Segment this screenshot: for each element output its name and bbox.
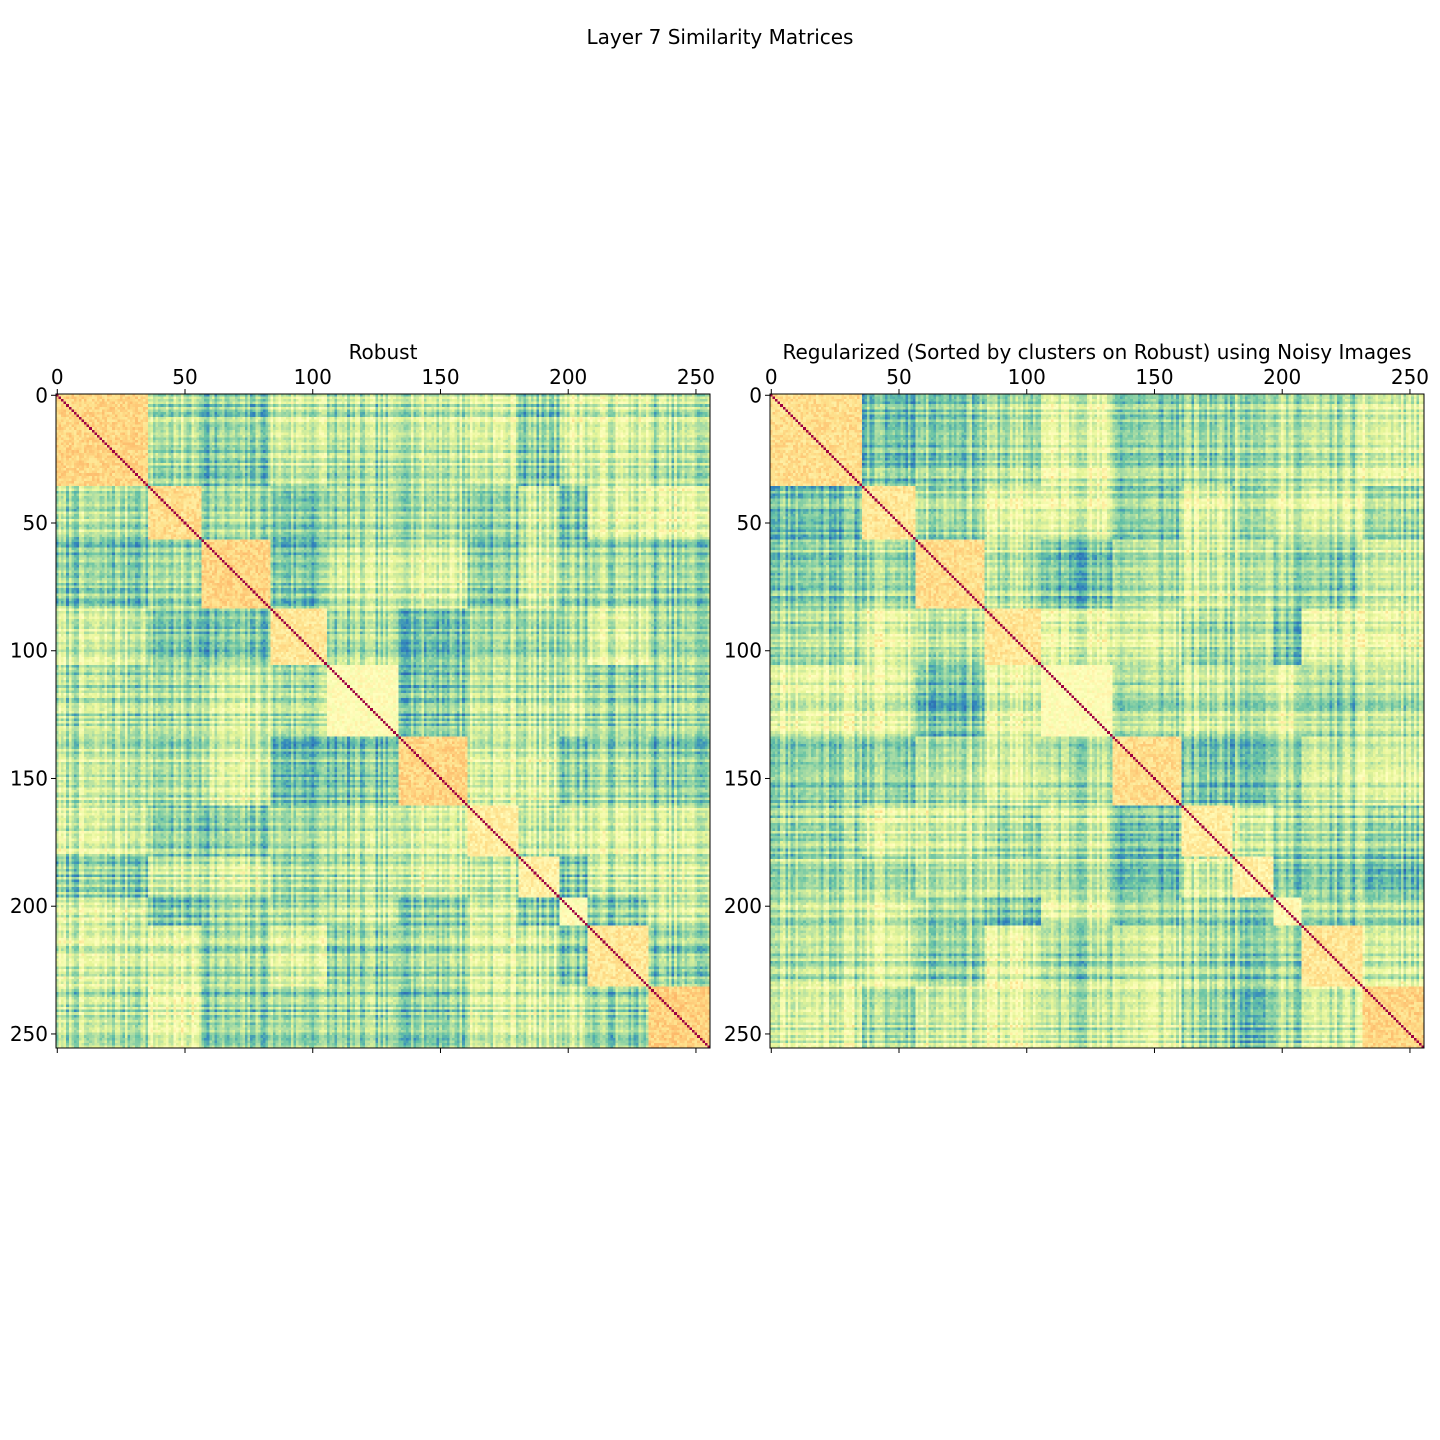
plot-frame-robust	[55, 393, 711, 1049]
x-tick-label: 100	[1008, 365, 1046, 389]
x-tick-label: 250	[1391, 365, 1429, 389]
panel-title-robust: Robust	[348, 340, 418, 364]
y-tick-label: 100	[724, 639, 762, 663]
x-tick-label: 250	[677, 365, 715, 389]
y-tick-label: 150	[724, 766, 762, 790]
y-tick-label: 0	[35, 383, 48, 407]
y-tick-label: 250	[724, 1022, 762, 1046]
x-tick-label: 200	[549, 365, 587, 389]
heatmap-panel-robust: Robust 0 50 100 150 200 250 0 50 100 150 200 250	[10, 340, 715, 1053]
y-tick-label: 100	[10, 639, 48, 663]
x-tick-label: 50	[172, 365, 197, 389]
x-tick-label: 0	[765, 365, 778, 389]
heatmap-cells-regularized	[770, 394, 1424, 1048]
x-tick-label: 200	[1263, 365, 1301, 389]
heatmap-chart-robust: 0 50 100 150 200 250 0 50 100 150 200 250	[10, 365, 715, 1053]
x-tick-label: 100	[294, 365, 332, 389]
panel-title-regularized: Regularized (Sorted by clusters on Robus…	[782, 340, 1412, 364]
y-tick-label: 200	[724, 894, 762, 918]
x-tick-label: 50	[886, 365, 911, 389]
y-tick-label: 0	[749, 383, 762, 407]
y-tick-label: 150	[10, 766, 48, 790]
y-tick-label: 50	[23, 511, 48, 535]
x-tick-label: 150	[1135, 365, 1173, 389]
heatmap-cells-robust	[56, 394, 710, 1048]
y-tick-label: 200	[10, 894, 48, 918]
x-tick-label: 0	[51, 365, 64, 389]
x-tick-label: 150	[421, 365, 459, 389]
plot-frame-regularized	[769, 393, 1425, 1049]
figure-title: Layer 7 Similarity Matrices	[586, 25, 854, 49]
y-tick-label: 50	[737, 511, 762, 535]
y-tick-label: 250	[10, 1022, 48, 1046]
